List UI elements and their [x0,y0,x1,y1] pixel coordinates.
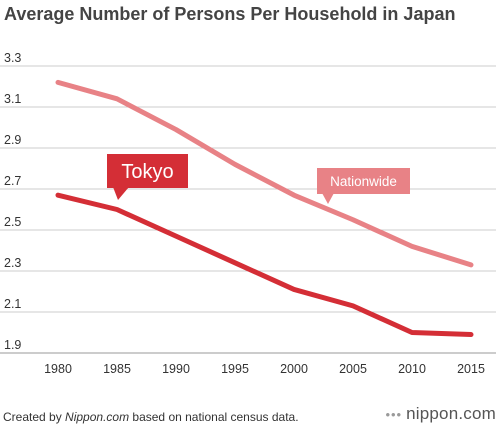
brand-name: nippon.com [406,404,496,423]
series-labels: Nationwide Tokyo [107,154,410,204]
x-axis-ticks: 1980 1985 1990 1995 2000 2005 2010 2015 [44,362,485,376]
series-line-nationwide [55,79,474,268]
callout-pointer [322,193,334,204]
brand-logo: ••• nippon.com [385,404,496,424]
chart-title: Average Number of Persons Per Household … [4,4,456,24]
y-tick-label: 2.3 [4,256,21,270]
y-tick-label: 1.9 [4,338,21,352]
y-tick-label: 2.1 [4,297,21,311]
x-tick-label: 2015 [457,362,485,376]
callout-box [317,168,410,194]
x-tick-label: 1980 [44,362,72,376]
brand-dots-icon: ••• [385,407,403,422]
y-tick-label: 2.9 [4,133,21,147]
series-lines [55,79,474,338]
source-suffix: based on national census data. [129,410,299,424]
x-tick-label: 1990 [162,362,190,376]
y-axis-ticks: 1.9 2.1 2.3 2.5 2.7 2.9 3.1 3.3 [4,51,21,352]
x-tick-label: 2000 [280,362,308,376]
x-tick-label: 2010 [398,362,426,376]
callout-text: Tokyo [121,161,173,183]
gridlines [0,65,496,354]
y-tick-label: 2.7 [4,174,21,188]
callout-pointer [113,187,129,200]
x-tick-label: 2005 [339,362,367,376]
source-link[interactable]: Nippon.com [65,410,130,424]
callout-box [107,154,188,188]
source-note: Created by Nippon.com based on national … [3,410,299,424]
y-tick-label: 2.5 [4,215,21,229]
callout-text: Nationwide [330,174,397,189]
series-line-tokyo [55,192,474,338]
x-tick-label: 1985 [103,362,131,376]
source-prefix: Created by [3,410,66,424]
series-label-nationwide: Nationwide [317,168,410,204]
y-tick-label: 3.1 [4,92,21,106]
x-tick-label: 1995 [221,362,249,376]
y-tick-label: 3.3 [4,51,21,65]
series-label-tokyo: Tokyo [107,154,188,200]
